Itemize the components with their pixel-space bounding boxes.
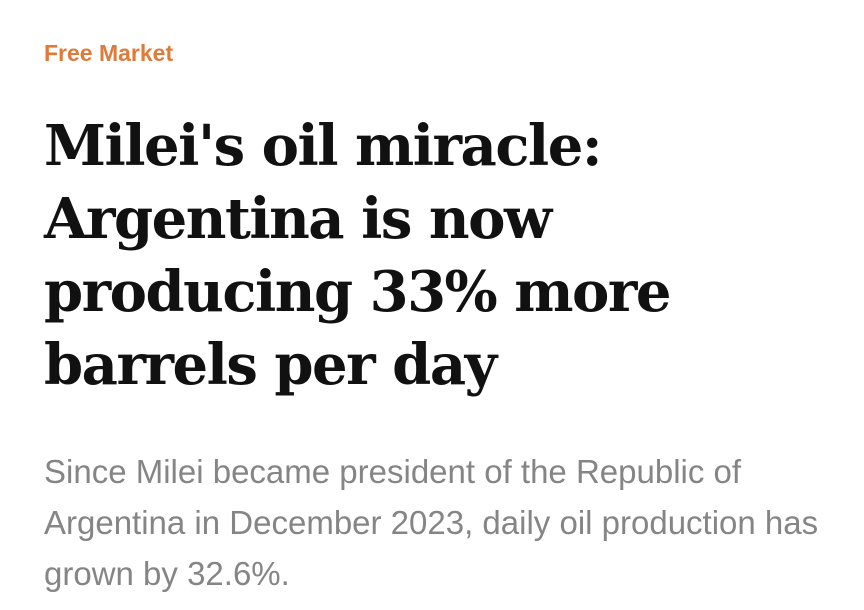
article-summary: Since Milei became president of the Repu… [44,453,819,592]
category-link[interactable]: Free Market [44,40,174,66]
article-headline: Milei's oil miracle: Argentina is now pr… [44,113,672,398]
article-header: Free Market Milei's oil miracle: Argenti… [44,38,834,599]
